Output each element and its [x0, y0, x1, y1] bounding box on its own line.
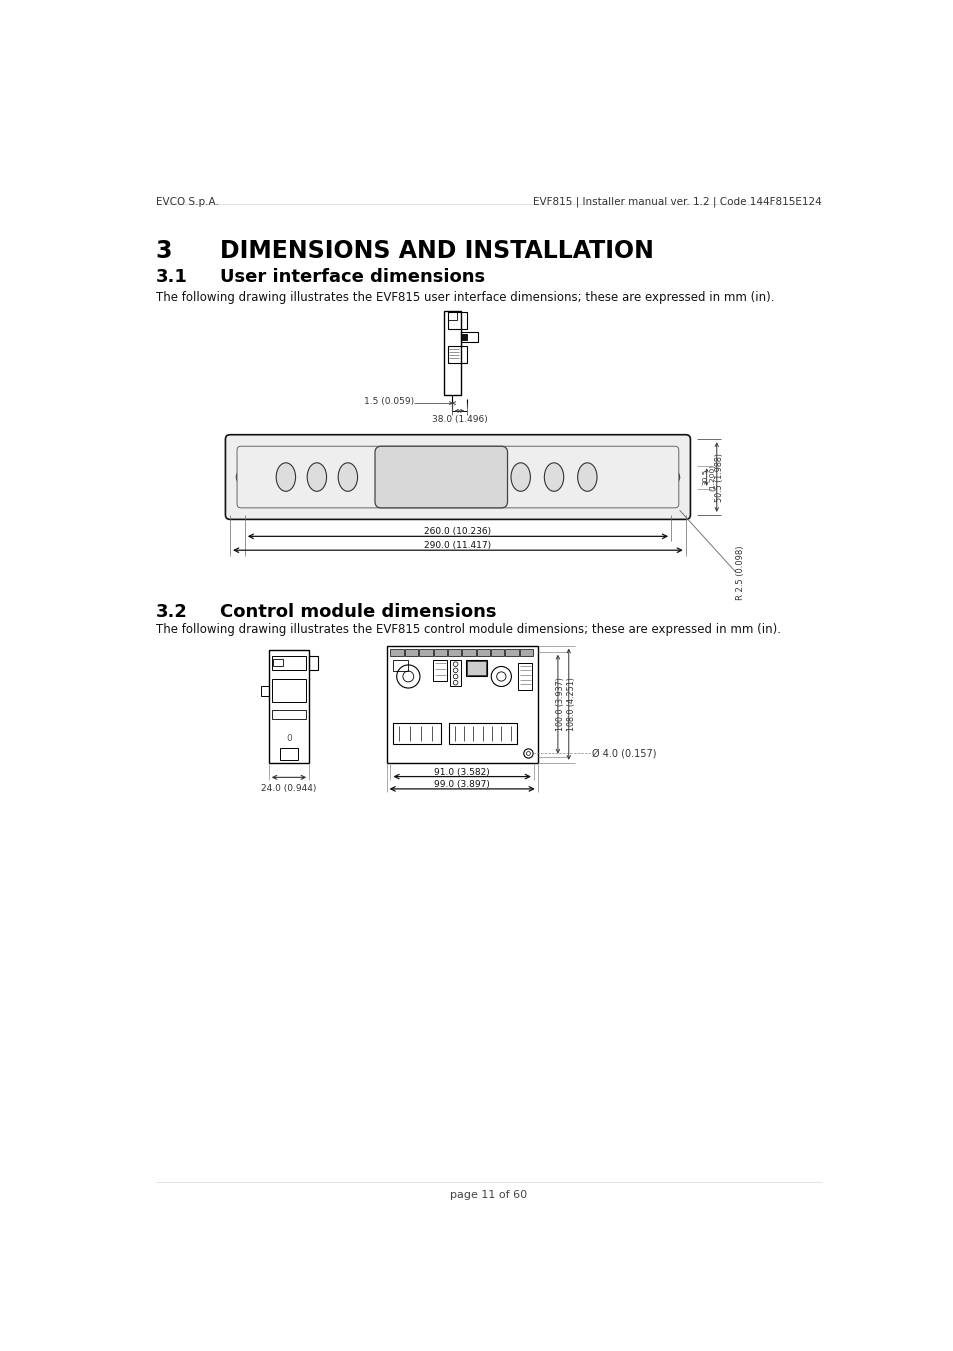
Circle shape [453, 674, 457, 678]
Circle shape [491, 666, 511, 686]
Text: 38.0 (1.496): 38.0 (1.496) [431, 415, 487, 424]
FancyBboxPatch shape [225, 435, 690, 519]
Bar [450, 659, 460, 686]
Bar [505, 648, 518, 655]
Ellipse shape [307, 463, 326, 492]
Text: 3: 3 [155, 239, 172, 263]
Circle shape [236, 469, 253, 485]
Text: 108.0 (4.251): 108.0 (4.251) [566, 677, 575, 731]
Bar [393, 659, 408, 671]
Bar [476, 648, 490, 655]
Circle shape [453, 662, 457, 666]
Circle shape [453, 667, 457, 673]
Text: 50.5 (1.988): 50.5 (1.988) [714, 453, 722, 501]
Ellipse shape [578, 463, 597, 492]
Text: 91.0 (3.582): 91.0 (3.582) [434, 767, 489, 777]
Bar [390, 648, 404, 655]
Bar [460, 334, 467, 340]
Circle shape [661, 469, 679, 485]
Bar [519, 648, 533, 655]
Bar [261, 686, 269, 696]
Bar [418, 648, 433, 655]
Text: 24.0 (0.944): 24.0 (0.944) [261, 784, 316, 793]
Text: 100.0 (3.937): 100.0 (3.937) [556, 677, 564, 731]
Bar [433, 659, 447, 681]
Bar [309, 655, 318, 670]
Bar [272, 678, 306, 703]
Bar [447, 312, 456, 320]
Text: 30.5
(1.200): 30.5 (1.200) [701, 463, 715, 490]
Ellipse shape [276, 463, 295, 492]
Bar [272, 709, 306, 719]
Circle shape [453, 681, 457, 685]
Text: 3.1: 3.1 [155, 269, 188, 286]
Bar [460, 332, 477, 342]
Bar [280, 748, 297, 761]
Bar [465, 659, 487, 677]
Bar [447, 312, 467, 330]
Text: The following drawing illustrates the EVF815 control module dimensions; these ar: The following drawing illustrates the EV… [155, 623, 780, 635]
Text: R 2.5 (0.098): R 2.5 (0.098) [735, 546, 743, 600]
Bar [443, 311, 460, 396]
Bar [269, 650, 309, 763]
Text: page 11 of 60: page 11 of 60 [450, 1190, 527, 1200]
Circle shape [667, 474, 674, 480]
Circle shape [402, 671, 414, 682]
Bar [386, 646, 537, 763]
Bar [461, 648, 476, 655]
Text: EVF815 | Installer manual ver. 1.2 | Code 144F815E124: EVF815 | Installer manual ver. 1.2 | Cod… [533, 197, 821, 207]
Bar [393, 723, 440, 744]
Bar [447, 346, 467, 363]
Text: 0: 0 [286, 735, 292, 743]
Ellipse shape [337, 463, 357, 492]
Text: Ø 4.0 (0.157): Ø 4.0 (0.157) [592, 748, 656, 758]
Circle shape [241, 474, 248, 480]
Circle shape [526, 751, 530, 755]
Bar [448, 723, 517, 744]
Circle shape [523, 748, 533, 758]
Text: Control module dimensions: Control module dimensions [220, 604, 496, 621]
FancyBboxPatch shape [236, 446, 679, 508]
Text: 99.0 (3.897): 99.0 (3.897) [434, 780, 489, 789]
FancyBboxPatch shape [375, 446, 507, 508]
Bar [272, 655, 306, 670]
Bar [467, 661, 485, 676]
Text: 3.2: 3.2 [155, 604, 188, 621]
Bar [491, 648, 504, 655]
Text: The following drawing illustrates the EVF815 user interface dimensions; these ar: The following drawing illustrates the EV… [155, 292, 774, 304]
Text: 260.0 (10.236): 260.0 (10.236) [424, 527, 491, 536]
Bar [274, 659, 282, 666]
Ellipse shape [544, 463, 563, 492]
Text: DIMENSIONS AND INSTALLATION: DIMENSIONS AND INSTALLATION [220, 239, 653, 263]
Bar [447, 648, 461, 655]
Text: 1.5 (0.059): 1.5 (0.059) [363, 397, 414, 407]
Text: EVCO S.p.A.: EVCO S.p.A. [155, 197, 218, 207]
Text: 290.0 (11.417): 290.0 (11.417) [424, 542, 491, 550]
Ellipse shape [511, 463, 530, 492]
Text: User interface dimensions: User interface dimensions [220, 269, 485, 286]
Bar [433, 648, 447, 655]
Bar [404, 648, 418, 655]
Bar [517, 662, 532, 689]
Circle shape [396, 665, 419, 688]
Circle shape [497, 671, 505, 681]
